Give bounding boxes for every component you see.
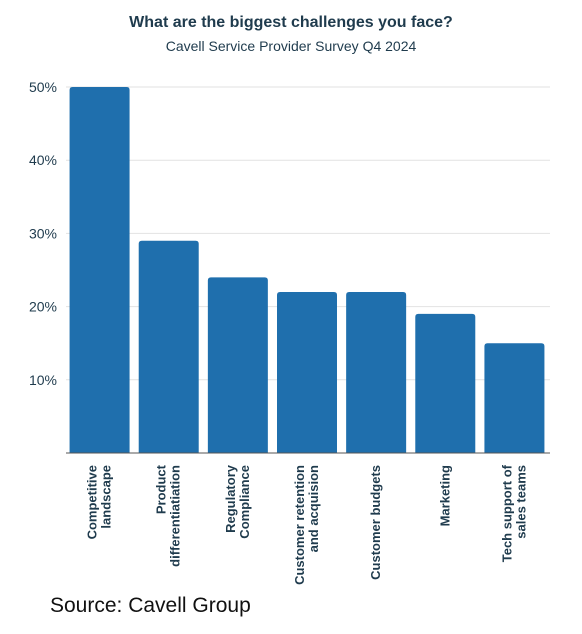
x-category-label: Regulatory Compliance: [223, 464, 252, 538]
x-category-label-line: and acquision: [306, 465, 321, 552]
bar: [346, 291, 407, 453]
y-tick-label: 30%: [29, 225, 57, 241]
x-category-label: Competitive landscape: [85, 465, 114, 539]
y-tick-label: 20%: [29, 299, 57, 315]
x-category-label-line: Customer retention: [292, 465, 307, 585]
x-category-label-line: Competitive: [85, 465, 100, 539]
bar: [415, 313, 476, 453]
source-caption: Source: Cavell Group: [50, 594, 251, 617]
x-category-label-line: landscape: [99, 465, 114, 529]
x-category-label: Tech support of sales teams: [499, 464, 528, 562]
x-category-label-line: Regulatory: [223, 464, 238, 533]
y-tick-label: 10%: [29, 372, 57, 388]
x-category-label-line: Compliance: [237, 465, 252, 539]
bar: [484, 343, 545, 453]
chart-subtitle: Cavell Service Provider Survey Q4 2024: [165, 38, 417, 54]
x-category-label: Product differentiatiation: [154, 464, 183, 567]
chart-title: What are the biggest challenges you face…: [129, 14, 453, 31]
x-category-label-line: Marketing: [437, 465, 452, 526]
y-tick-label: 50%: [29, 79, 57, 95]
x-category-label: Marketing: [437, 465, 452, 526]
bar: [138, 240, 199, 453]
x-category-label-line: differentiatiation: [168, 465, 183, 567]
bar: [277, 291, 337, 453]
x-category-label: Customer budgets: [368, 465, 383, 580]
x-category-label-line: Tech support of: [499, 464, 514, 562]
x-category-label-line: Product: [154, 464, 169, 514]
bar: [69, 87, 130, 453]
x-category-label-line: Customer budgets: [368, 465, 383, 580]
bar: [207, 277, 268, 453]
x-category-label: Customer retention and acquision: [292, 465, 321, 585]
y-tick-label: 40%: [29, 152, 57, 168]
x-category-label-line: sales teams: [513, 465, 528, 539]
